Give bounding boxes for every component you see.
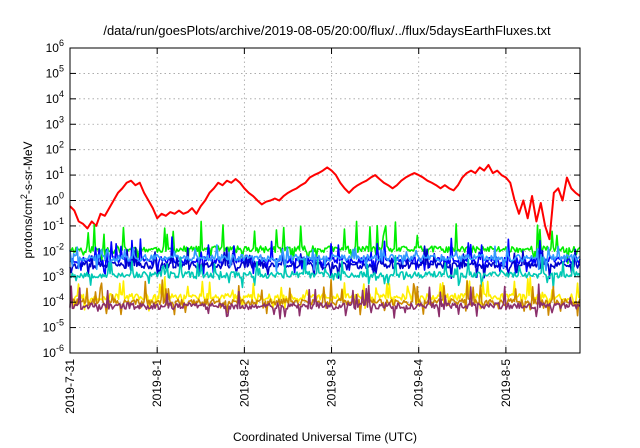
x-tick-label: 2019-8-5: [499, 359, 513, 407]
series-line-1: [69, 163, 581, 241]
y-tick-label: 100: [46, 191, 64, 208]
y-tick-labels: 10-6 10-5 10-4 10-3 10-2 10-1 100 101 102 103 104 1…: [43, 38, 64, 360]
chart-title: /data/run/goesPlots/archive/2019-08-05/2…: [103, 23, 551, 38]
x-tick-label: 2019-8-2: [237, 359, 251, 407]
y-tick-label: 10-5: [43, 318, 64, 335]
y-tick-label: 102: [46, 140, 64, 157]
x-tick-label: 2019-7-31: [63, 359, 77, 414]
axis-ticks: [69, 47, 580, 354]
series-line-5: [69, 244, 581, 273]
y-tick-label: 101: [46, 165, 64, 182]
y-tick-label: 10-3: [43, 267, 64, 284]
y-tick-label: 10-1: [43, 216, 64, 233]
x-tick-label: 2019-8-3: [325, 359, 339, 407]
x-tick-labels: 2019-7-31 2019-8-1 2019-8-2 2019-8-3 2019-8-…: [63, 359, 513, 414]
y-tick-label: 10-2: [43, 241, 64, 258]
y-tick-label: 106: [46, 38, 64, 55]
y-axis-label: protons/cm2-s-sr-MeV: [19, 141, 35, 258]
y-tick-label: 10-4: [43, 292, 64, 309]
y-tick-label: 10-6: [43, 343, 64, 360]
y-tick-label: 103: [46, 114, 64, 131]
series-lines: [69, 163, 581, 320]
series-line-6: [69, 254, 581, 290]
x-axis-label: Coordinated Universal Time (UTC): [233, 430, 417, 444]
x-tick-label: 2019-8-4: [412, 359, 426, 407]
y-tick-label: 105: [46, 63, 64, 80]
y-tick-label: 104: [46, 89, 64, 106]
grid-lines: [70, 48, 580, 353]
series-line-9: [69, 283, 581, 320]
x-tick-label: 2019-8-1: [150, 359, 164, 407]
